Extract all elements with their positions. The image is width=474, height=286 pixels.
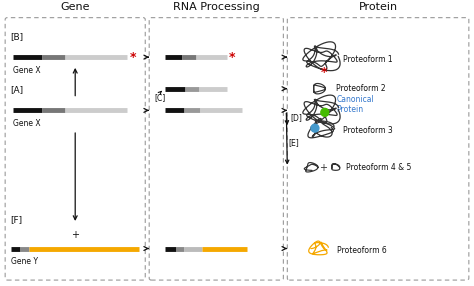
Text: *: *: [130, 51, 137, 63]
Text: *: *: [229, 51, 236, 63]
Text: Gene Y: Gene Y: [11, 257, 38, 266]
Text: *: *: [320, 66, 327, 80]
Circle shape: [311, 124, 319, 132]
Text: [C]: [C]: [154, 93, 165, 102]
Text: Proteoform 1: Proteoform 1: [343, 55, 392, 63]
Text: Protein: Protein: [358, 2, 398, 12]
Text: [F]: [F]: [10, 215, 22, 224]
Text: [B]: [B]: [10, 32, 23, 41]
Text: Gene X: Gene X: [13, 119, 41, 128]
Text: Proteoform 6: Proteoform 6: [337, 246, 386, 255]
Text: Canonical
Protein: Canonical Protein: [337, 95, 374, 114]
Text: P: P: [323, 110, 327, 115]
Text: Gene: Gene: [61, 2, 90, 12]
Text: +: +: [319, 163, 327, 173]
Text: Proteoform 3: Proteoform 3: [343, 126, 392, 135]
Text: x: x: [313, 126, 316, 131]
Circle shape: [321, 108, 329, 116]
Text: Proteoform 4 & 5: Proteoform 4 & 5: [346, 163, 411, 172]
Text: [E]: [E]: [288, 138, 299, 148]
Text: RNA Processing: RNA Processing: [173, 2, 260, 12]
Text: [D]: [D]: [290, 113, 302, 122]
Text: Gene X: Gene X: [13, 66, 41, 75]
Text: Proteoform 2: Proteoform 2: [336, 84, 385, 93]
Text: +: +: [71, 230, 79, 240]
Text: [A]: [A]: [10, 86, 23, 95]
